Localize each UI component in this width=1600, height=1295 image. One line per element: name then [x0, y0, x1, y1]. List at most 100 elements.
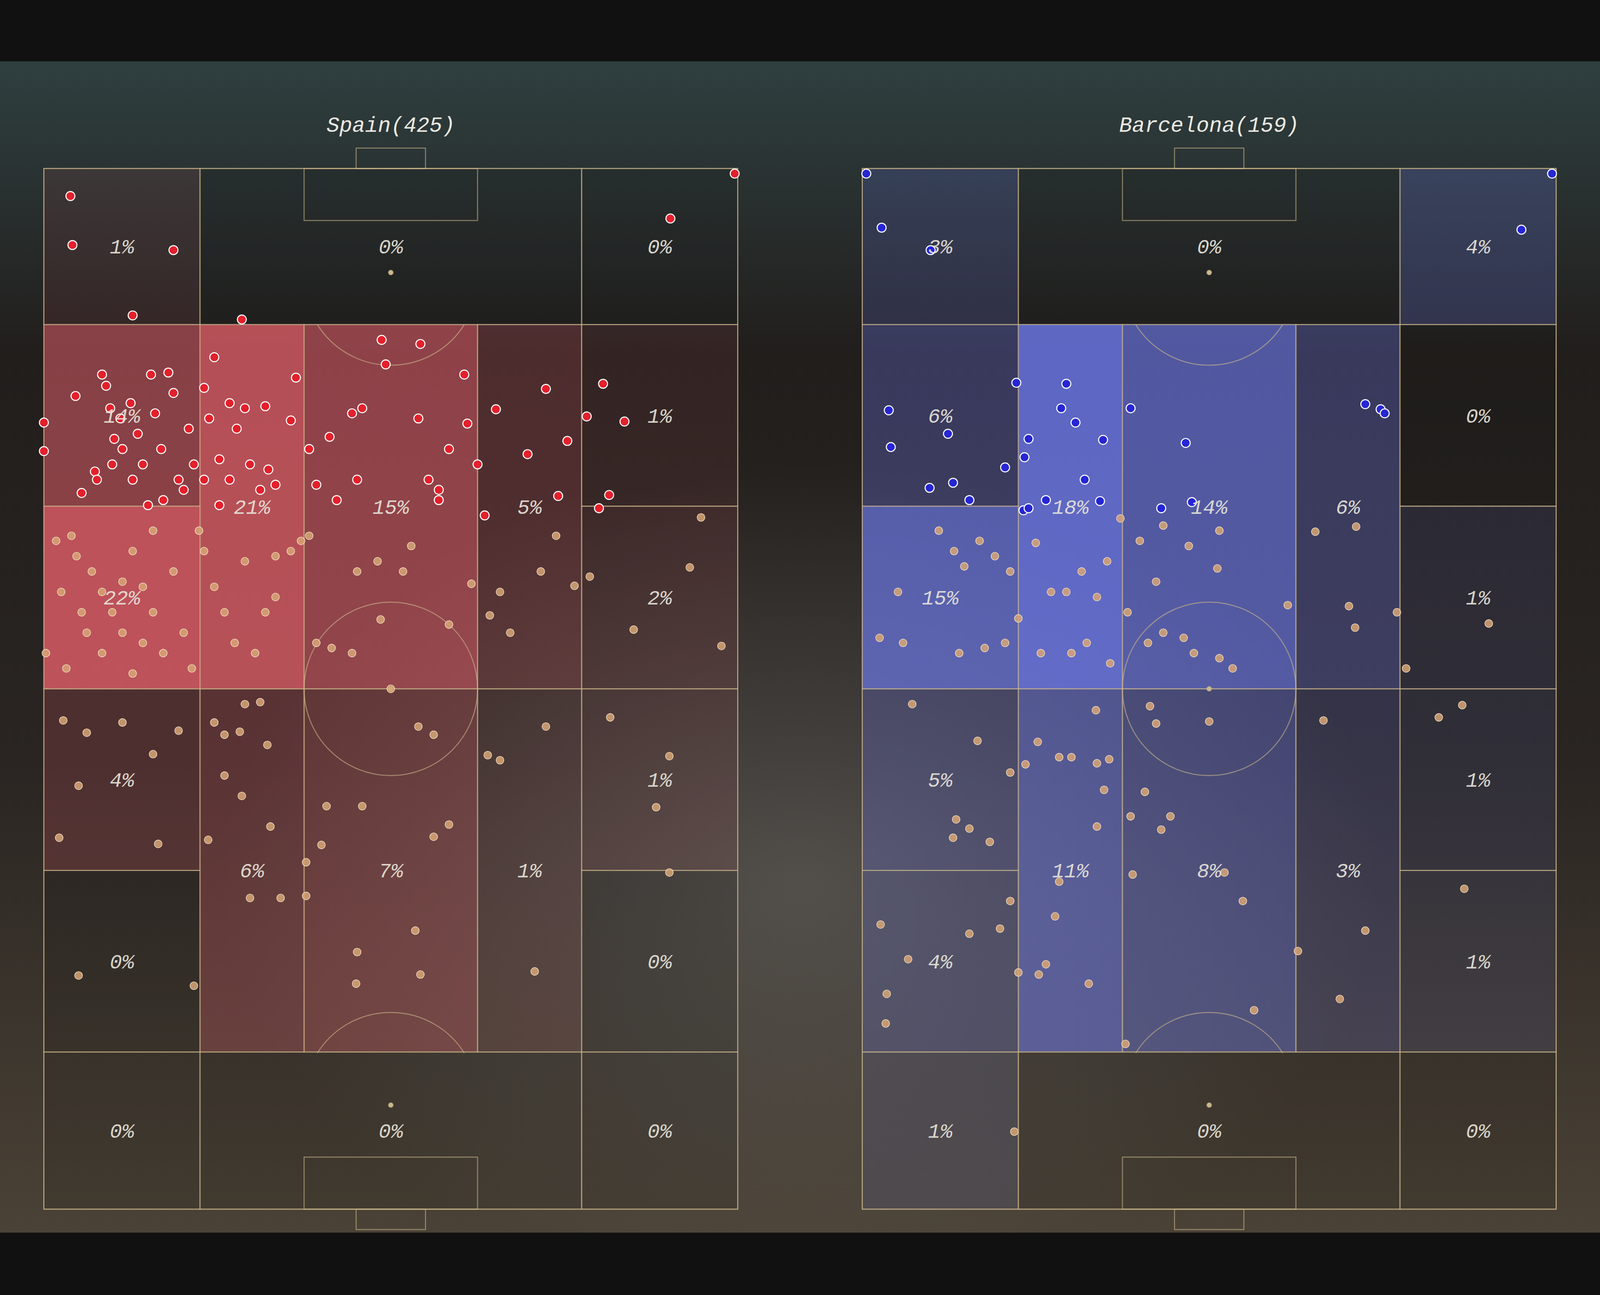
- point: [1484, 619, 1493, 628]
- point: [1516, 225, 1526, 235]
- photo-backdrop: [0, 61, 1600, 1233]
- point: [263, 464, 273, 474]
- point: [118, 577, 127, 586]
- point: [424, 475, 433, 484]
- heat-cell: [477, 688, 582, 1052]
- point: [82, 629, 91, 637]
- point: [55, 833, 64, 842]
- point: [77, 488, 87, 498]
- point: [480, 511, 489, 520]
- heat-cell: [581, 688, 738, 871]
- point: [179, 485, 188, 495]
- point: [973, 736, 982, 745]
- cell-label: 1%: [927, 1120, 954, 1144]
- point: [286, 547, 295, 556]
- goal-box: [1122, 1157, 1297, 1210]
- cell-label: 18%: [1051, 496, 1090, 520]
- point: [925, 483, 934, 493]
- point: [444, 444, 454, 454]
- point: [291, 373, 301, 383]
- point: [886, 442, 896, 452]
- background: [0, 0, 1600, 1295]
- point: [74, 971, 83, 980]
- point: [1123, 608, 1132, 617]
- point: [444, 820, 453, 829]
- point: [1093, 759, 1101, 768]
- point: [894, 587, 902, 596]
- point: [128, 547, 137, 556]
- point: [459, 370, 469, 379]
- point: [1393, 608, 1402, 617]
- point: [1152, 719, 1161, 728]
- goal: [1174, 1209, 1244, 1230]
- point: [1380, 408, 1390, 418]
- point: [1041, 495, 1051, 505]
- point: [357, 403, 367, 413]
- point: [296, 537, 305, 545]
- point: [305, 531, 314, 540]
- point: [1000, 463, 1010, 472]
- point: [1402, 664, 1410, 673]
- point: [1181, 438, 1191, 448]
- heat-cell: [862, 1052, 1019, 1210]
- point: [948, 478, 958, 488]
- point: [67, 240, 77, 250]
- goal: [356, 1209, 426, 1230]
- heat-cell: [1018, 168, 1401, 325]
- cell-label: 1%: [647, 769, 674, 793]
- heat-cell: [862, 168, 1019, 325]
- heat-cell: [1400, 324, 1557, 507]
- point: [1106, 659, 1115, 668]
- heat-cell: [199, 324, 304, 690]
- goal-box: [303, 1157, 478, 1210]
- cell-label: 1%: [517, 860, 543, 884]
- point: [1159, 521, 1168, 530]
- point: [1006, 768, 1015, 777]
- point: [1092, 706, 1100, 715]
- point: [168, 388, 178, 398]
- point: [429, 730, 438, 739]
- point: [562, 436, 572, 446]
- point: [325, 432, 334, 442]
- chart-root: 1%0%0%14%21%15%5%1%22%2%4%1%6%7%1%0%0%0%…: [0, 0, 1600, 1295]
- cell-label: 1%: [1465, 951, 1492, 975]
- point: [414, 722, 423, 731]
- point: [230, 639, 239, 648]
- point: [195, 526, 204, 535]
- heat-cell: [43, 1052, 201, 1210]
- point: [179, 629, 188, 637]
- point: [1098, 435, 1108, 445]
- heat-cell: [1400, 1052, 1557, 1210]
- point: [118, 718, 127, 727]
- point: [652, 803, 661, 812]
- point: [552, 531, 561, 540]
- cell-label: 6%: [927, 405, 954, 429]
- point: [304, 444, 314, 454]
- point: [955, 649, 964, 658]
- point: [1136, 537, 1144, 545]
- point: [1311, 527, 1320, 536]
- point: [240, 557, 249, 566]
- point: [90, 467, 99, 476]
- cell-label: 0%: [378, 236, 404, 260]
- point: [1152, 577, 1161, 586]
- cell-label: 4%: [927, 951, 954, 975]
- point: [1458, 701, 1467, 710]
- point: [541, 384, 551, 394]
- point: [877, 223, 886, 233]
- point: [717, 642, 726, 650]
- point: [352, 475, 362, 484]
- point: [1351, 623, 1360, 632]
- cell-label: 22%: [103, 587, 142, 611]
- point: [352, 979, 361, 988]
- point: [496, 756, 505, 765]
- heat-cell: [43, 870, 201, 1053]
- goal-box: [303, 168, 478, 221]
- point: [630, 625, 638, 634]
- penalty-arc: [317, 324, 465, 366]
- cell-label: 3%: [1335, 860, 1362, 884]
- point: [97, 370, 107, 379]
- point: [570, 581, 579, 590]
- pitch-outline: [43, 168, 738, 1210]
- point: [237, 792, 246, 801]
